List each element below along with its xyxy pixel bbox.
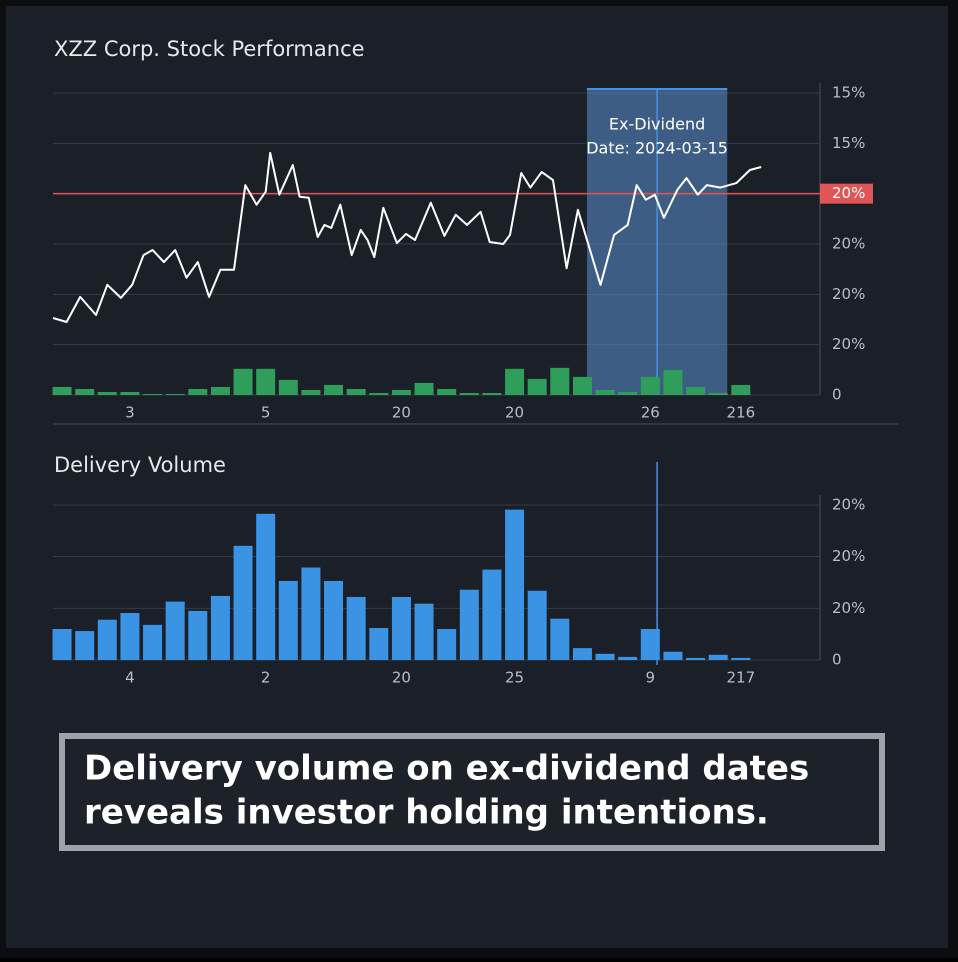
y-tick-label: 0: [832, 386, 842, 404]
highlight-label: Date: 2024-03-15: [586, 139, 728, 158]
bar: [595, 389, 615, 395]
bar: [210, 595, 230, 660]
bar: [233, 368, 253, 395]
bar: [256, 368, 276, 395]
bar: [527, 378, 547, 395]
bar: [52, 386, 72, 395]
caption-box: [59, 733, 885, 851]
y-tick-label: 15%: [832, 84, 865, 102]
bar: [391, 389, 411, 395]
bar: [731, 657, 751, 660]
bar: [708, 654, 728, 660]
bar: [301, 567, 321, 660]
bar: [572, 648, 592, 660]
bar: [595, 653, 615, 660]
bar: [143, 624, 163, 660]
bar: [437, 629, 457, 660]
x-tick-label: 20: [505, 404, 524, 422]
x-tick-label: 5: [261, 404, 271, 422]
bar: [686, 657, 706, 660]
bar: [369, 392, 389, 395]
bar: [391, 596, 411, 660]
bar: [369, 627, 389, 660]
bar: [165, 393, 185, 395]
x-tick-label: 20: [392, 404, 411, 422]
bar: [414, 603, 434, 660]
y-tick-label: 20%: [832, 547, 865, 565]
bar: [459, 589, 479, 660]
bar: [482, 569, 502, 660]
chart-title: Delivery Volume: [54, 453, 226, 477]
bar: [97, 619, 117, 660]
x-tick-label: 217: [726, 669, 755, 687]
bar: [188, 610, 208, 660]
bar: [346, 596, 366, 660]
bar: [640, 376, 660, 395]
caption-line: reveals investor holding intentions.: [84, 793, 769, 833]
y-tick-label: 20%: [832, 285, 865, 303]
bar: [120, 391, 140, 395]
bar: [527, 590, 547, 660]
bar: [482, 392, 502, 395]
x-tick-label: 26: [641, 404, 660, 422]
bar: [301, 389, 321, 395]
bar: [278, 379, 298, 395]
y-tick-label: 0: [832, 651, 842, 669]
bar: [52, 629, 72, 660]
bar: [708, 392, 728, 395]
reference-label: 20%: [832, 184, 865, 202]
y-tick-label: 20%: [832, 496, 865, 514]
bar: [686, 386, 706, 395]
price-line: [52, 151, 762, 323]
bar: [256, 513, 276, 660]
y-tick-label: 20%: [832, 335, 865, 353]
bar: [572, 376, 592, 395]
reference-tag: [820, 183, 873, 204]
bar: [731, 384, 751, 395]
bar: [278, 580, 298, 660]
chart-title: XZZ Corp. Stock Performance: [54, 37, 365, 61]
bar: [324, 384, 344, 395]
bar: [75, 388, 95, 395]
bar: [663, 369, 683, 395]
y-tick-label: 15%: [832, 134, 865, 152]
bar: [550, 618, 570, 660]
x-tick-label: 3: [125, 404, 135, 422]
x-tick-label: 216: [726, 404, 755, 422]
bar: [346, 388, 366, 395]
x-tick-label: 9: [646, 669, 656, 687]
bar: [618, 656, 638, 660]
bar: [233, 545, 253, 660]
highlight-label: Ex-Dividend: [609, 115, 705, 134]
bar: [459, 392, 479, 395]
y-tick-label: 20%: [832, 235, 865, 253]
x-tick-label: 25: [505, 669, 524, 687]
y-tick-label: 20%: [832, 599, 865, 617]
bar: [437, 388, 457, 395]
bar: [618, 391, 638, 395]
bar: [550, 367, 570, 395]
bar: [97, 391, 117, 395]
bar: [120, 612, 140, 660]
bar: [640, 629, 660, 660]
bar: [505, 368, 525, 395]
bar: [188, 388, 208, 395]
caption-line: Delivery volume on ex-dividend dates: [84, 749, 809, 789]
bar: [505, 509, 525, 660]
bar: [324, 580, 344, 660]
bar: [165, 601, 185, 660]
bar: [663, 651, 683, 660]
bar: [414, 382, 434, 395]
x-tick-label: 2: [261, 669, 271, 687]
bar: [143, 393, 163, 395]
bar: [75, 631, 95, 660]
x-tick-label: 20: [392, 669, 411, 687]
bar: [210, 386, 230, 395]
x-tick-label: 4: [125, 669, 135, 687]
